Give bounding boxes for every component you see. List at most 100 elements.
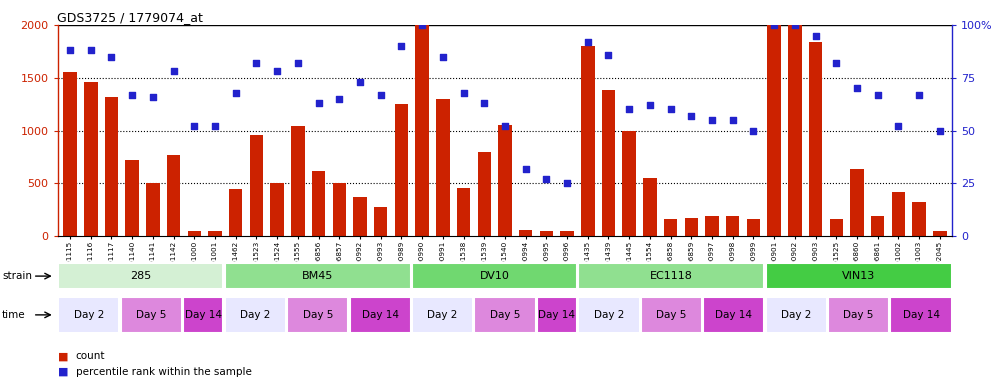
- Point: [331, 96, 347, 102]
- Bar: [188, 231, 201, 236]
- Bar: [703, 297, 764, 333]
- Text: GDS3725 / 1779074_at: GDS3725 / 1779074_at: [57, 11, 203, 24]
- Point: [787, 22, 803, 28]
- Bar: [579, 263, 764, 289]
- Text: DV10: DV10: [480, 271, 510, 281]
- Point: [911, 91, 927, 98]
- Point: [62, 47, 79, 53]
- Point: [455, 89, 471, 96]
- Point: [83, 47, 98, 53]
- Point: [145, 94, 161, 100]
- Bar: [291, 126, 304, 236]
- Text: Day 5: Day 5: [136, 310, 166, 320]
- Point: [704, 117, 720, 123]
- Bar: [183, 297, 224, 333]
- Point: [414, 22, 430, 28]
- Point: [580, 39, 595, 45]
- Bar: [474, 297, 536, 333]
- Point: [124, 91, 140, 98]
- Point: [435, 53, 451, 60]
- Point: [394, 43, 410, 49]
- Bar: [828, 297, 890, 333]
- Bar: [912, 202, 925, 236]
- Bar: [519, 230, 533, 236]
- Text: Day 5: Day 5: [302, 310, 333, 320]
- Text: BM45: BM45: [302, 271, 333, 281]
- Bar: [64, 73, 77, 236]
- Point: [166, 68, 182, 74]
- Bar: [767, 25, 781, 236]
- Bar: [229, 189, 243, 236]
- Text: Day 14: Day 14: [716, 310, 752, 320]
- Bar: [809, 42, 822, 236]
- Bar: [167, 155, 180, 236]
- Bar: [830, 219, 843, 236]
- Point: [352, 79, 368, 85]
- Bar: [788, 25, 801, 236]
- Text: EC1118: EC1118: [650, 271, 693, 281]
- Bar: [436, 99, 449, 236]
- Point: [228, 89, 244, 96]
- Point: [746, 127, 761, 134]
- Point: [642, 102, 658, 108]
- Bar: [104, 97, 118, 236]
- Bar: [765, 297, 827, 333]
- Point: [103, 53, 119, 60]
- Text: Day 2: Day 2: [74, 310, 104, 320]
- Text: Day 2: Day 2: [781, 310, 811, 320]
- Bar: [350, 297, 411, 333]
- Text: Day 2: Day 2: [593, 310, 624, 320]
- Bar: [685, 218, 698, 236]
- Bar: [59, 263, 224, 289]
- Text: Day 14: Day 14: [362, 310, 399, 320]
- Bar: [270, 184, 284, 236]
- Text: ■: ■: [58, 367, 69, 377]
- Bar: [312, 170, 325, 236]
- Text: time: time: [2, 310, 26, 320]
- Point: [248, 60, 264, 66]
- Point: [808, 33, 824, 39]
- Bar: [412, 263, 578, 289]
- Bar: [765, 263, 951, 289]
- Point: [207, 123, 223, 129]
- Bar: [537, 297, 578, 333]
- Bar: [892, 192, 906, 236]
- Point: [373, 91, 389, 98]
- Text: Day 2: Day 2: [241, 310, 270, 320]
- Point: [310, 100, 326, 106]
- Point: [766, 22, 782, 28]
- Text: strain: strain: [2, 271, 32, 281]
- Text: Day 14: Day 14: [185, 310, 222, 320]
- Text: Day 14: Day 14: [539, 310, 576, 320]
- Bar: [84, 82, 97, 236]
- Bar: [581, 46, 594, 236]
- Bar: [891, 297, 951, 333]
- Point: [559, 180, 575, 187]
- Bar: [622, 131, 636, 236]
- Text: Day 2: Day 2: [427, 310, 457, 320]
- Bar: [641, 297, 702, 333]
- Bar: [706, 216, 719, 236]
- Bar: [225, 263, 411, 289]
- Bar: [746, 219, 760, 236]
- Point: [497, 123, 513, 129]
- Point: [621, 106, 637, 113]
- Bar: [579, 297, 639, 333]
- Point: [891, 123, 907, 129]
- Bar: [477, 152, 491, 236]
- Bar: [664, 219, 677, 236]
- Point: [600, 51, 616, 58]
- Point: [269, 68, 285, 74]
- Bar: [59, 297, 119, 333]
- Point: [828, 60, 844, 66]
- Bar: [457, 188, 470, 236]
- Point: [290, 60, 306, 66]
- Bar: [540, 231, 553, 236]
- Point: [187, 123, 203, 129]
- Bar: [850, 169, 864, 236]
- Bar: [561, 231, 574, 236]
- Text: Day 5: Day 5: [844, 310, 874, 320]
- Text: ■: ■: [58, 351, 69, 361]
- Text: percentile rank within the sample: percentile rank within the sample: [76, 367, 251, 377]
- Point: [725, 117, 741, 123]
